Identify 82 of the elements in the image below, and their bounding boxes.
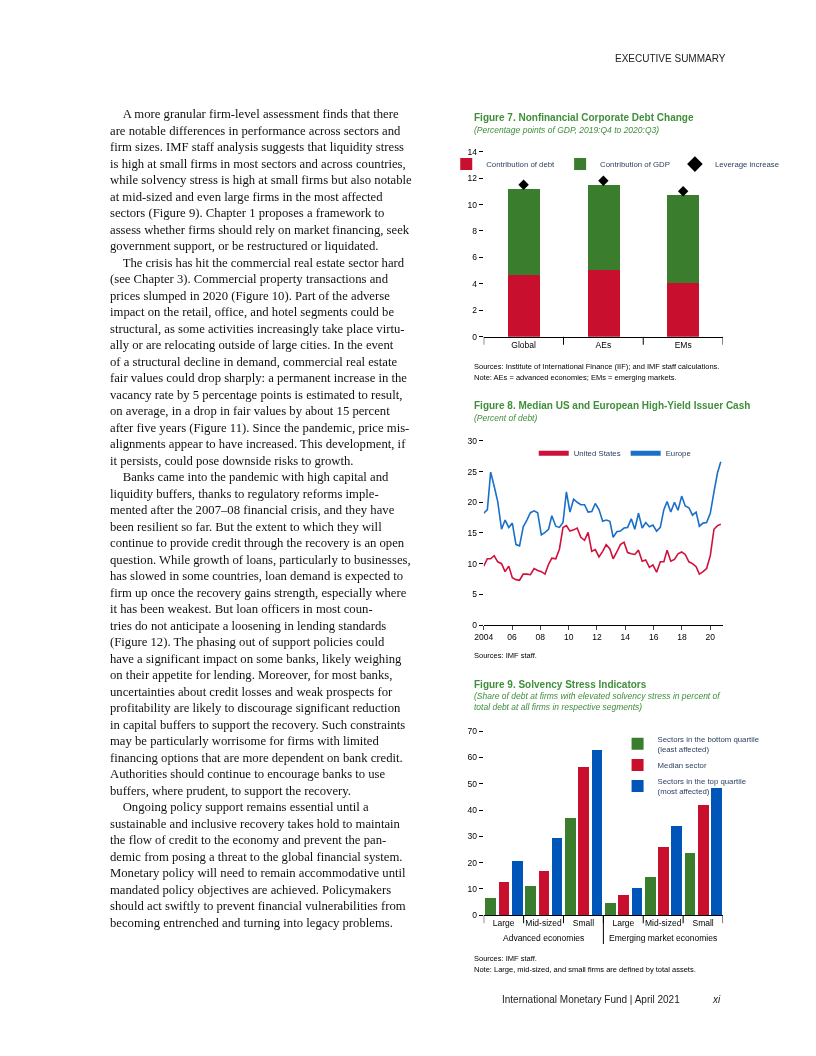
bar bbox=[710, 788, 722, 916]
x-tick-label: 12 bbox=[592, 632, 602, 643]
x-tick-label: EMs bbox=[674, 340, 692, 351]
bar bbox=[587, 269, 620, 337]
text: xi bbox=[712, 994, 721, 1005]
x-tick-label: AEs bbox=[595, 340, 612, 351]
y-tick-label: 15 bbox=[467, 527, 478, 538]
bar bbox=[511, 861, 523, 916]
bar bbox=[670, 826, 682, 916]
text: Banks came into the pandemic with high capital and liquidity buffers, thanks to regulatory reforms imple- mented after the 2007–08 financial crisis, and they have been resilient so far. But the extent to which they will continue to provide credit through the recovery is an open question. While growth of loans, particularly to businesses, has slowed in some countries, loan demand is expected to firm up once the recovery gains strength, especially where it has been weakest. But loan officers in most coun- tries do not anticipate a loosening in lending standards (Figure 12). The phasing out of support policies could have a significant impact on some banks, likely weighing on their appetite for lending. Moreover, for most banks, uncertainties about credit losses and weak prospects for profitability are likely to discourage significant reduction in capital buffers to support the recovery. Such constraints may be particularly worrisome for firms with limited financing options that are more dependent on bank credit. Authorities should continue to encourage banks to use buffers, where prudent, to support the recovery. bbox=[110, 470, 411, 798]
bar bbox=[697, 805, 709, 916]
x-tick-label: Mid-sized bbox=[525, 918, 562, 929]
y-tick-label: 50 bbox=[467, 778, 478, 789]
bar bbox=[591, 750, 602, 916]
x-tick-label: 2004 bbox=[474, 632, 494, 643]
x-tick-label: Small bbox=[692, 918, 714, 929]
y-tick-label: 10 bbox=[467, 558, 478, 569]
bar bbox=[666, 282, 699, 337]
y-tick-label: 0 bbox=[472, 620, 478, 631]
bar bbox=[577, 767, 589, 916]
text: A more granular firm-level assessment finds that there are notable differences in performance across sectors and firm sizes. IMF staff analysis suggests that liquidity stress is high at small firms in most sectors and across countries, while solvency stress is high at small firms but also notable at mid-sized and even large firms in the most affected sectors (Figure 9). Chapter 1 proposes a framework to assess whether firms should rely on market financing, seek government support, or be restructured or liquidated. bbox=[110, 107, 412, 254]
chart-title: Figure 7. Nonfinancial Corporate Debt Change bbox=[474, 112, 694, 123]
line-series bbox=[483, 460, 722, 547]
text: Ongoing policy support remains essential until a sustainable and inclusive recovery takes hold to maintain the flow of credit to the economy and prevent the pan- demic from posing a threat to the global financial system. Monetary policy will need to remain accommodative until mandated policy objectives are achieved. Policymakers should act swiftly to prevent financial vulnerabilities from becoming entrenched and turning into legacy problems. bbox=[110, 800, 407, 930]
x-tick-label: 20 bbox=[705, 632, 716, 643]
y-tick-label: 25 bbox=[467, 466, 478, 477]
y-tick-label: 30 bbox=[467, 435, 478, 446]
x-tick-label: Global bbox=[511, 340, 536, 351]
bar bbox=[644, 877, 656, 916]
bar bbox=[484, 898, 496, 916]
bar bbox=[684, 853, 695, 916]
text: EXECUTIVE SUMMARY bbox=[615, 53, 726, 64]
y-tick-label: 10 bbox=[467, 883, 478, 894]
text: The crisis has hit the commercial real estate sector hard (see Chapter 3). Commercial property transactions and prices slumped in 2020 (Figure 10). Part of the adverse impact on the retail, office, and hotel segments could be structural, as some activities increasingly take place virtu- ally or are relocating outside of large cities. In the event of a structural decline in demand, commercial real estate fair values could drop sharply: a permanent increase in the vacancy rate by 5 percentage points is estimated to result, on average, in a drop in fair values by about 15 percent after five years (Figure 11). Since the pandemic, price mis- alignments appear to have increased. This development, if it persists, could pose downside risks to growth. bbox=[110, 255, 410, 468]
x-tick-label: 18 bbox=[677, 632, 687, 643]
bar bbox=[538, 871, 549, 916]
bar bbox=[604, 903, 616, 916]
y-tick-label: 0 bbox=[472, 331, 478, 342]
y-tick-label: 40 bbox=[467, 804, 478, 815]
bar bbox=[524, 886, 536, 916]
y-tick-label: 70 bbox=[467, 726, 478, 737]
y-tick-label: 8 bbox=[472, 225, 478, 236]
x-tick-label: Small bbox=[572, 918, 595, 929]
y-tick-label: 5 bbox=[472, 589, 478, 600]
bar bbox=[507, 188, 540, 275]
chart-title: Figure 9. Solvency Stress Indicators bbox=[474, 679, 647, 690]
y-tick-label: 2 bbox=[472, 305, 478, 316]
bar bbox=[564, 818, 576, 916]
bar bbox=[631, 888, 642, 916]
x-tick-label: Mid-sized bbox=[645, 918, 682, 929]
x-tick-label: Large bbox=[492, 918, 515, 929]
x-tick-label: 16 bbox=[648, 632, 659, 643]
y-tick-label: 60 bbox=[467, 752, 478, 763]
y-tick-label: 14 bbox=[467, 146, 478, 157]
chart-subtitle: (Percent of debt) bbox=[474, 413, 538, 423]
x-tick-label: 08 bbox=[535, 632, 546, 643]
x-tick-label: 14 bbox=[620, 632, 631, 643]
bar bbox=[507, 274, 540, 337]
chart-title: Figure 8. Median US and European High-Yield Issuer Cash bbox=[474, 400, 751, 411]
y-tick-label: 20 bbox=[467, 497, 478, 508]
chart-subtitle: (Share of debt at firms with elevated solvency stress in percent of total debt at all firms in respective segments) bbox=[474, 691, 722, 713]
line-series bbox=[483, 523, 722, 582]
text: Advanced economies bbox=[503, 933, 585, 943]
x-tick-label: 10 bbox=[563, 632, 574, 643]
y-tick-label: 4 bbox=[472, 278, 478, 289]
bar bbox=[498, 882, 509, 916]
bar bbox=[657, 847, 669, 916]
y-tick-label: 10 bbox=[467, 199, 478, 210]
bar bbox=[666, 194, 699, 283]
bar bbox=[551, 838, 562, 916]
y-tick-label: 6 bbox=[472, 252, 478, 263]
x-tick-label: Large bbox=[612, 918, 635, 929]
y-tick-label: 30 bbox=[467, 831, 478, 842]
y-tick-label: 12 bbox=[467, 173, 478, 184]
x-tick-label: 06 bbox=[507, 632, 518, 643]
text: Emerging market economies bbox=[609, 933, 718, 943]
y-tick-label: 0 bbox=[472, 910, 478, 921]
text: International Monetary Fund | April 2021 bbox=[502, 994, 681, 1005]
bar bbox=[587, 184, 620, 270]
bar bbox=[617, 895, 629, 916]
y-tick-label: 20 bbox=[467, 857, 478, 868]
chart-subtitle: (Percentage points of GDP, 2019:Q4 to 2020:Q3) bbox=[474, 125, 660, 135]
